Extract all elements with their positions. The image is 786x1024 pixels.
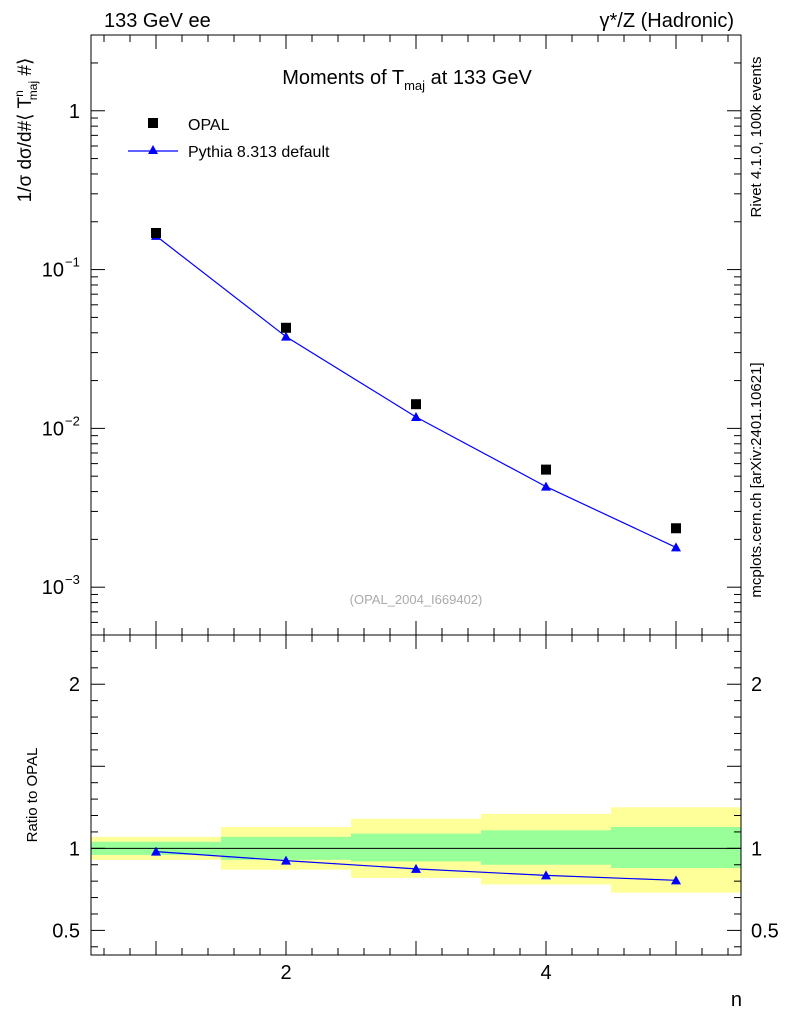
main-data-point-1 [151,227,161,238]
main-data-point-5 [671,523,681,534]
ratio-series [151,846,681,885]
main-ylabel-sub: maj [26,81,40,100]
ratio-ylabel: Ratio to OPAL [24,748,41,843]
chart-title: Moments of Tmaj at 133 GeV [282,67,532,93]
main-mc-point-4 [541,481,551,491]
legend-mc-label: Pythia 8.313 default [188,144,330,161]
main-ytick-label-3: 10 [42,418,64,440]
ratio-frame [90,634,742,956]
main-mc-point-5 [671,542,681,552]
main-ylabel-sup: n [12,90,26,97]
analysis-watermark: (OPAL_2004_I669402) [350,592,483,607]
ratio-mc-point-2 [281,855,291,865]
mcplots-label: mcplots.cern.ch [arXiv:2401.10621] [748,362,765,597]
main-series [151,227,681,552]
main-ytick-exp-4: −3 [65,572,80,587]
x-tick-label-2: 4 [540,962,551,984]
ratio-ytick-label-left-1: 0.5 [52,920,80,942]
main-mc-line [155,235,677,548]
ratio-ytick-label-left-3: 2 [69,674,80,696]
legend-mc-marker [148,145,158,154]
legend-opal-marker [148,118,158,128]
ratio-ytick-label-right-2: 1 [751,838,762,860]
main-mc-point-2 [281,331,291,341]
legend-opal-label: OPAL [188,117,230,134]
ratio-ytick-label-left-2: 1 [69,838,80,860]
ratio-mc-point-1 [151,846,161,856]
rivet-label: Rivet 4.1.0, 100k events [748,57,765,218]
main-ytick-exp-2: −1 [65,255,80,270]
chart-title-tail: at 133 GeV [425,67,532,89]
main-data-point-4 [541,464,551,475]
x-tick-label-1: 2 [280,962,291,984]
header-left: 133 GeV ee [104,10,211,32]
main-data-point-2 [281,322,291,333]
ratio-ytick-label-right-3: 2 [751,674,762,696]
ratio-ytick-label-right-1: 0.5 [751,920,779,942]
chart-title-main: Moments of T [282,67,404,89]
main-ylabel: 1/σ dσ/d#⟨ Tnmaj #⟩ [12,58,40,203]
main-ylabel-prefix: 1/σ dσ/d#⟨ T [15,97,36,203]
ratio-band-inner-3 [351,833,481,862]
main-ytick-exp-3: −2 [65,413,80,428]
main-mc-point-3 [411,411,421,421]
chart-title-sub: maj [404,78,425,93]
x-axis-label: n [731,989,742,1011]
ratio-mc-point-5 [671,875,681,885]
main-ylabel-suffix: #⟩ [15,58,36,81]
main-ytick-label-2: 10 [42,260,64,282]
main-ytick-label-1: 1 [69,101,80,123]
legend: OPAL Pythia 8.313 default [128,117,330,161]
ratio-band-inner-4 [481,830,611,865]
header-right: γ*/Z (Hadronic) [600,10,734,32]
ratio-band-inner-5 [611,827,741,869]
main-ytick-label-4: 10 [42,577,64,599]
ratio-bands [91,807,741,893]
ratio-mc-point-3 [411,863,421,873]
main-data-point-3 [411,399,421,410]
ratio-mc-point-4 [541,870,551,880]
